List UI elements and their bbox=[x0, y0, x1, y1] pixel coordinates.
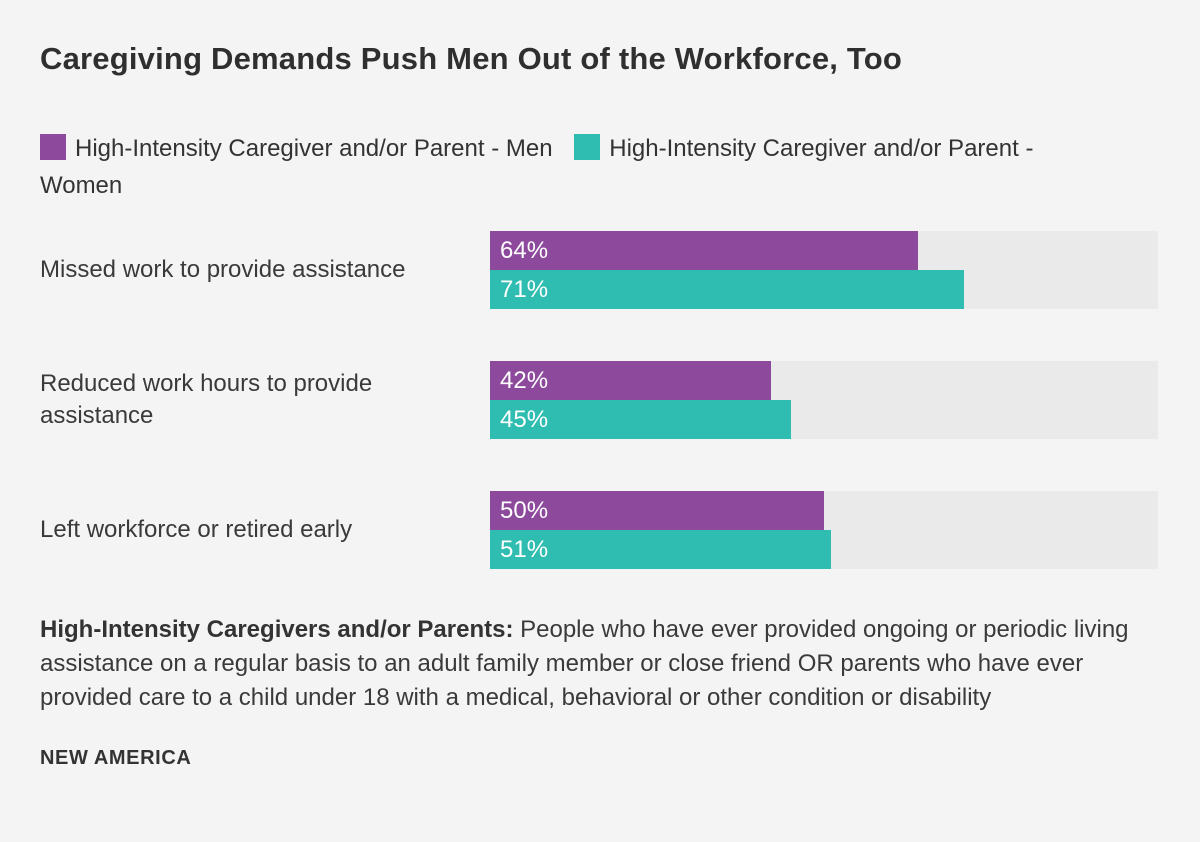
bar-value-men: 42% bbox=[500, 367, 549, 394]
bar-value-women: 45% bbox=[500, 406, 549, 433]
source-attribution: NEW AMERICA bbox=[40, 747, 192, 769]
legend-item-label: High-Intensity Caregiver and/or Parent -… bbox=[40, 135, 1034, 199]
bar-men: 50% bbox=[490, 491, 824, 530]
footnote-term: High-Intensity Caregivers and/or Parents… bbox=[40, 616, 514, 643]
bar-women: 51% bbox=[490, 530, 831, 569]
bar-group-row: Reduced work hours to provide assistance… bbox=[40, 361, 1158, 439]
chart-rows: Missed work to provide assistance 64% 71… bbox=[40, 231, 1158, 569]
bar-track: 42% 45% bbox=[490, 361, 1158, 439]
bar-men: 64% bbox=[490, 231, 918, 270]
legend-item-label: High-Intensity Caregiver and/or Parent -… bbox=[75, 135, 553, 162]
bar-value-women: 71% bbox=[500, 276, 549, 303]
legend-swatch-men bbox=[40, 134, 66, 160]
chart-title: Caregiving Demands Push Men Out of the W… bbox=[40, 41, 903, 76]
footnote: High-Intensity Caregivers and/or Parents… bbox=[40, 613, 1158, 715]
legend: High-Intensity Caregiver and/or Parent -… bbox=[40, 130, 1060, 204]
category-label: Missed work to provide assistance bbox=[40, 256, 406, 283]
bar-value-men: 64% bbox=[500, 237, 549, 264]
bar-value-women: 51% bbox=[500, 536, 549, 563]
legend-item-women: High-Intensity Caregiver and/or Parent -… bbox=[40, 134, 1034, 199]
bar-women: 45% bbox=[490, 400, 791, 439]
bar-men: 42% bbox=[490, 361, 771, 400]
footnote-definition: People who have ever provided ongoing or… bbox=[40, 616, 1129, 711]
legend-item-men: High-Intensity Caregiver and/or Parent -… bbox=[40, 134, 553, 162]
bar-group-row: Missed work to provide assistance 64% 71… bbox=[40, 231, 1158, 309]
bar-group-row: Left workforce or retired early 50% 51% bbox=[40, 491, 1158, 569]
bar-track: 50% 51% bbox=[490, 491, 1158, 569]
category-label: Left workforce or retired early bbox=[40, 516, 353, 543]
bar-track: 64% 71% bbox=[490, 231, 1158, 309]
bar-value-men: 50% bbox=[500, 497, 549, 524]
category-label: Reduced work hours to provide assistance bbox=[40, 370, 373, 429]
bar-women: 71% bbox=[490, 270, 965, 309]
legend-swatch-women bbox=[574, 134, 601, 160]
